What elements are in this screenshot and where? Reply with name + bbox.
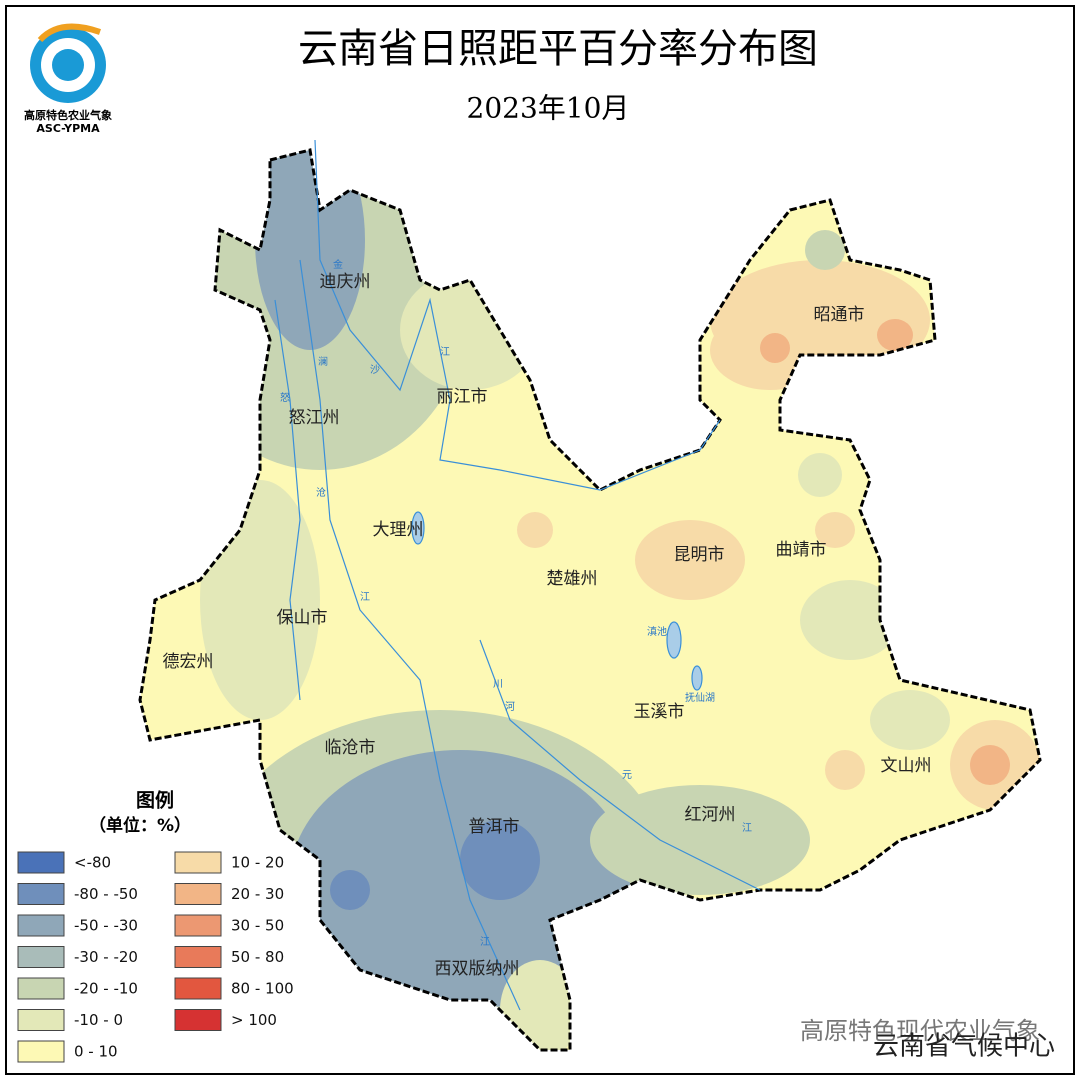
- legend-swatch: [17, 1040, 65, 1063]
- legend-swatch: [17, 851, 65, 874]
- river-label: 金: [333, 258, 343, 271]
- legend-label: -30 - -20: [74, 948, 138, 966]
- river-label: 江: [440, 346, 450, 358]
- legend: 图例 （单位：%） <-80 -80 - -50 -50 - -30 -30 - -2…: [17, 789, 294, 1063]
- watermark: 高原特色现代农业气象: [800, 1017, 1040, 1045]
- river-label: 沧: [316, 486, 326, 499]
- legend-swatch: [17, 946, 65, 968]
- legend-label: 20 - 30: [231, 885, 284, 903]
- place-label: 红河州: [685, 805, 736, 825]
- place-label: 临沧市: [325, 738, 376, 758]
- river-label: 河: [505, 701, 515, 713]
- place-label: 迪庆州: [320, 272, 371, 292]
- legend-swatch: [174, 946, 222, 968]
- river-label: 江: [360, 591, 370, 603]
- lake-label: 抚仙湖: [685, 691, 715, 704]
- place-label: 西双版纳州: [435, 959, 520, 979]
- place-label: 玉溪市: [634, 702, 685, 722]
- place-label: 昆明市: [674, 545, 725, 565]
- legend-label: <-80: [74, 854, 111, 872]
- legend-swatch: [17, 914, 65, 937]
- place-label: 楚雄州: [547, 569, 598, 589]
- legend-label: -50 - -30: [74, 917, 138, 935]
- lake-label: 滇池: [647, 625, 667, 638]
- place-label: 丽江市: [437, 387, 488, 407]
- legend-label: 50 - 80: [231, 948, 284, 966]
- logo-name: 高原特色农业气象: [24, 108, 112, 122]
- map-subtitle: 2023年10月: [467, 92, 630, 125]
- river-label: 江: [742, 822, 752, 834]
- legend-label: > 100: [231, 1011, 277, 1029]
- legend-swatch: [17, 1009, 65, 1031]
- place-labels: 迪庆州 怒江州 丽江市 大理州 保山市 德宏州 临沧市 楚雄州 昆明市 曲靖市 …: [163, 258, 932, 979]
- place-label: 文山州: [881, 756, 932, 776]
- legend-swatch: [174, 977, 222, 1000]
- legend-label: 10 - 20: [231, 854, 284, 872]
- legend-label: -20 - -10: [74, 980, 138, 998]
- logo-abbr: ASC-YPMA: [36, 122, 100, 135]
- legend-swatch: [174, 883, 222, 905]
- legend-swatch: [174, 1009, 222, 1031]
- place-label: 昭通市: [814, 305, 865, 325]
- river-label: 怒: [280, 391, 290, 404]
- river-label: 川: [493, 679, 503, 690]
- logo: 高原特色农业气象 ASC-YPMA: [24, 23, 112, 135]
- legend-label: 80 - 100: [231, 980, 294, 998]
- legend-unit: （单位：%）: [89, 815, 191, 836]
- river-label: 江: [480, 936, 490, 948]
- legend-label: 0 - 10: [74, 1043, 118, 1061]
- legend-swatch: [17, 977, 65, 1000]
- map-title: 云南省日照距平百分率分布图: [298, 26, 818, 72]
- legend-swatch: [17, 883, 65, 905]
- place-label: 大理州: [373, 520, 424, 540]
- legend-label: 30 - 50: [231, 917, 284, 935]
- river-label: 沙: [370, 364, 380, 376]
- legend-title: 图例: [136, 789, 174, 812]
- place-label: 曲靖市: [776, 540, 827, 560]
- place-label: 普洱市: [469, 817, 520, 837]
- legend-label: -10 - 0: [74, 1011, 123, 1029]
- place-label: 德宏州: [163, 652, 214, 672]
- legend-label: -80 - -50: [74, 885, 138, 903]
- legend-swatch: [174, 914, 222, 937]
- place-label: 怒江州: [289, 408, 340, 428]
- rivers: [274, 139, 761, 1011]
- river-label: 澜: [318, 356, 328, 368]
- credit: 云南省气候中心: [873, 1032, 1055, 1062]
- river-label: 元: [622, 770, 632, 781]
- place-label: 保山市: [277, 608, 328, 628]
- legend-swatch: [174, 851, 222, 874]
